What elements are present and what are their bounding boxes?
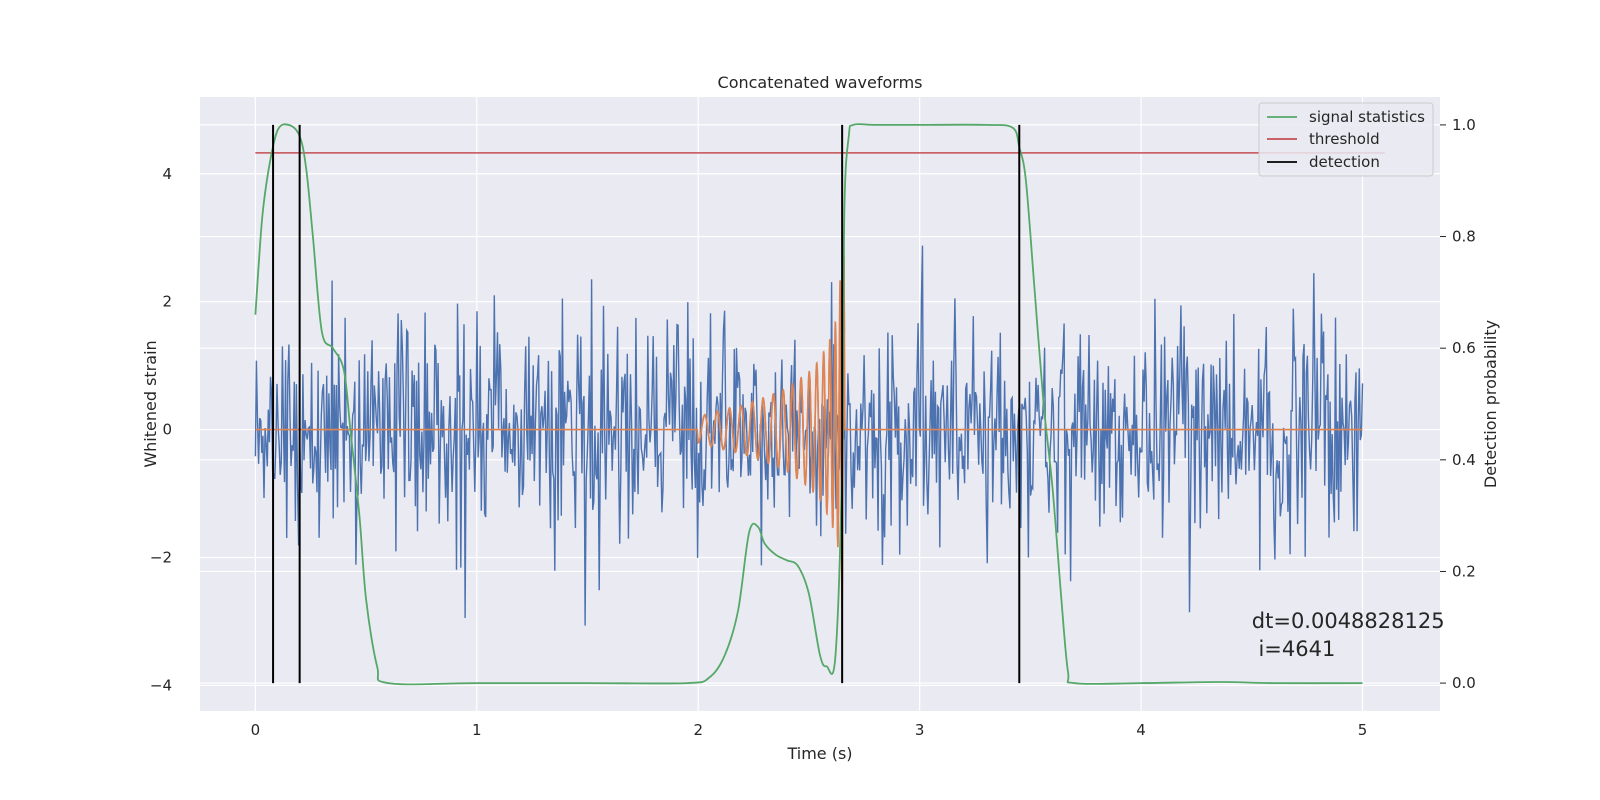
y2-tick-label: 0.6 — [1452, 339, 1476, 357]
x-tick-label: 2 — [693, 721, 703, 739]
signal-statistics-line — [254, 123, 1363, 686]
y2-axis-label: Detection probability — [1481, 320, 1500, 488]
x-tick-label: 3 — [915, 721, 925, 739]
x-tick-label: 5 — [1358, 721, 1368, 739]
x-axis-label: Time (s) — [786, 744, 852, 763]
x-tick-label: 0 — [251, 721, 261, 739]
y2-tick-label: 0.0 — [1452, 674, 1476, 692]
annotation-index: i=4641 — [1252, 637, 1336, 661]
y-tick-label: 2 — [162, 293, 172, 311]
x-tick-label: 1 — [472, 721, 482, 739]
y2-tick-label: 0.2 — [1452, 562, 1476, 580]
ticks-layer: 0 1 2 3 4 5 −4 −2 0 2 4 0.0 0.2 0.4 0.6 0.8 1.0 — [150, 116, 1476, 739]
legend-label-threshold: threshold — [1309, 130, 1380, 148]
y-tick-label: 0 — [162, 421, 172, 439]
legend-box — [1258, 102, 1434, 177]
series-layer — [254, 123, 1385, 686]
y-tick-label: −4 — [150, 676, 172, 694]
y2-tick-label: 1.0 — [1452, 116, 1476, 134]
y2-tick-label: 0.4 — [1452, 451, 1476, 469]
y-tick-label: −2 — [150, 549, 172, 567]
y-tick-label: 4 — [162, 165, 172, 183]
template-chirp-line — [697, 250, 846, 608]
chart-title: Concatenated waveforms — [718, 73, 923, 92]
y-axis-label: Whitened strain — [141, 340, 160, 467]
legend: signal statistics threshold detection — [1258, 102, 1434, 177]
x-tick-label: 4 — [1136, 721, 1146, 739]
annotation-dt: dt=0.0048828125 — [1252, 609, 1445, 633]
legend-label-detection: detection — [1309, 153, 1380, 171]
legend-label-signal-statistics: signal statistics — [1309, 108, 1425, 126]
y2-tick-label: 0.8 — [1452, 228, 1476, 246]
